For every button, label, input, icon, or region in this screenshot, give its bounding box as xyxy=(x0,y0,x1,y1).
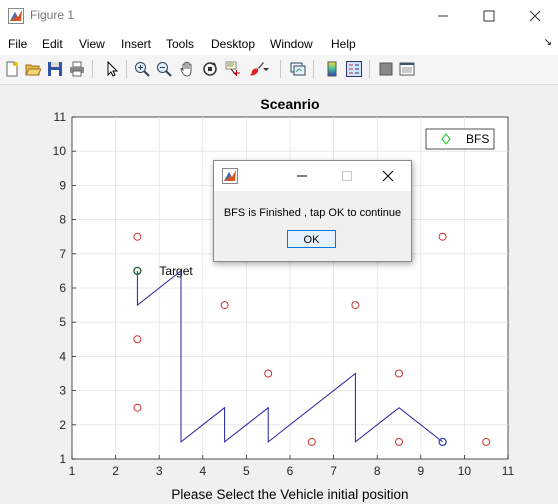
menu-window[interactable]: Window xyxy=(270,37,313,51)
print-icon[interactable] xyxy=(69,61,85,77)
menu-view[interactable]: View xyxy=(79,37,105,51)
minimize-button[interactable] xyxy=(420,0,466,31)
target-label: Target xyxy=(159,264,193,278)
y-tick-label: 11 xyxy=(54,110,67,124)
menu-desktop[interactable]: Desktop xyxy=(211,37,255,51)
x-tick-label: 5 xyxy=(243,464,250,478)
y-tick-label: 1 xyxy=(59,452,66,466)
save-icon[interactable] xyxy=(47,61,63,77)
chart-title: Sceanrio xyxy=(260,96,319,112)
maximize-button[interactable] xyxy=(466,0,512,31)
y-tick-label: 2 xyxy=(59,418,66,432)
close-icon xyxy=(529,10,541,22)
y-tick-label: 5 xyxy=(59,315,66,329)
close-button[interactable] xyxy=(512,0,558,31)
data-cursor-icon[interactable] xyxy=(225,61,241,77)
brush-dropdown-icon[interactable] xyxy=(262,61,270,77)
y-tick-label: 9 xyxy=(59,178,66,192)
y-tick-label: 10 xyxy=(53,144,67,158)
link-plot-icon[interactable] xyxy=(290,61,306,77)
x-tick-label: 6 xyxy=(287,464,294,478)
menu-insert[interactable]: Insert xyxy=(121,37,151,51)
figure-area: 1 2 3 4 5 6 7 8 9 10 11 1 2 3 4 5 6 7 8 9 10 11 Target Sceanr… xyxy=(0,85,558,504)
zoom-out-icon[interactable] xyxy=(156,61,172,77)
matlab-icon xyxy=(222,168,238,184)
y-tick-label: 6 xyxy=(59,281,66,295)
y-tick-label: 8 xyxy=(59,213,66,227)
dialog-maximize-button xyxy=(327,161,367,191)
x-tick-label: 1 xyxy=(69,464,76,478)
menu-overflow-chevron-icon[interactable]: ↘ xyxy=(544,37,552,48)
x-tick-label: 3 xyxy=(156,464,163,478)
pointer-icon[interactable] xyxy=(104,61,120,77)
x-tick-label: 11 xyxy=(502,464,515,478)
colorbar-icon[interactable] xyxy=(324,61,340,77)
matlab-icon xyxy=(8,8,24,24)
toolbar-separator xyxy=(280,60,281,78)
ok-button[interactable]: OK xyxy=(287,230,336,248)
legend-icon[interactable] xyxy=(346,61,362,77)
y-tick-label: 7 xyxy=(59,247,66,261)
x-tick-label: 2 xyxy=(112,464,119,478)
rotate-3d-icon[interactable] xyxy=(202,61,218,77)
dialog-titlebar xyxy=(214,161,411,191)
close-icon xyxy=(382,170,394,182)
x-tick-label: 9 xyxy=(417,464,424,478)
pan-icon[interactable] xyxy=(179,61,195,77)
toolbar-separator xyxy=(92,60,93,78)
y-tick-label: 4 xyxy=(59,349,66,363)
new-figure-icon[interactable] xyxy=(4,61,20,77)
minimize-icon xyxy=(296,170,308,182)
toolbar-separator xyxy=(126,60,127,78)
bfs-finished-dialog: BFS is Finished , tap OK to continue OK xyxy=(213,160,412,262)
minimize-icon xyxy=(437,10,449,22)
menu-tools[interactable]: Tools xyxy=(166,37,194,51)
menu-edit[interactable]: Edit xyxy=(42,37,63,51)
figure-toolbar xyxy=(0,55,558,85)
zoom-in-icon[interactable] xyxy=(134,61,150,77)
legend: BFS xyxy=(426,129,494,149)
dialog-close-button[interactable] xyxy=(368,161,408,191)
x-tick-label: 8 xyxy=(374,464,381,478)
toolbar-separator xyxy=(369,60,370,78)
window-title: Figure 1 xyxy=(30,8,74,22)
dialog-minimize-button[interactable] xyxy=(282,161,322,191)
menu-file[interactable]: File xyxy=(8,37,27,51)
x-tick-label: 7 xyxy=(330,464,337,478)
y-tick-label: 3 xyxy=(59,384,66,398)
x-tick-label: 10 xyxy=(458,464,472,478)
maximize-icon xyxy=(483,10,495,22)
legend-label: BFS xyxy=(466,132,489,146)
dialog-message: BFS is Finished , tap OK to continue xyxy=(214,207,411,219)
menu-bar: File Edit View Insert Tools Desktop Wind… xyxy=(0,31,558,55)
window-titlebar: Figure 1 xyxy=(0,0,558,31)
toolbar-separator xyxy=(313,60,314,78)
x-axis-label: Please Select the Vehicle initial positi… xyxy=(171,487,408,502)
x-tick-label: 4 xyxy=(199,464,206,478)
menu-help[interactable]: Help xyxy=(331,37,356,51)
show-plot-tools-icon[interactable] xyxy=(399,61,415,77)
hide-plot-tools-icon[interactable] xyxy=(378,61,394,77)
open-file-icon[interactable] xyxy=(25,61,41,77)
maximize-icon xyxy=(341,170,353,182)
